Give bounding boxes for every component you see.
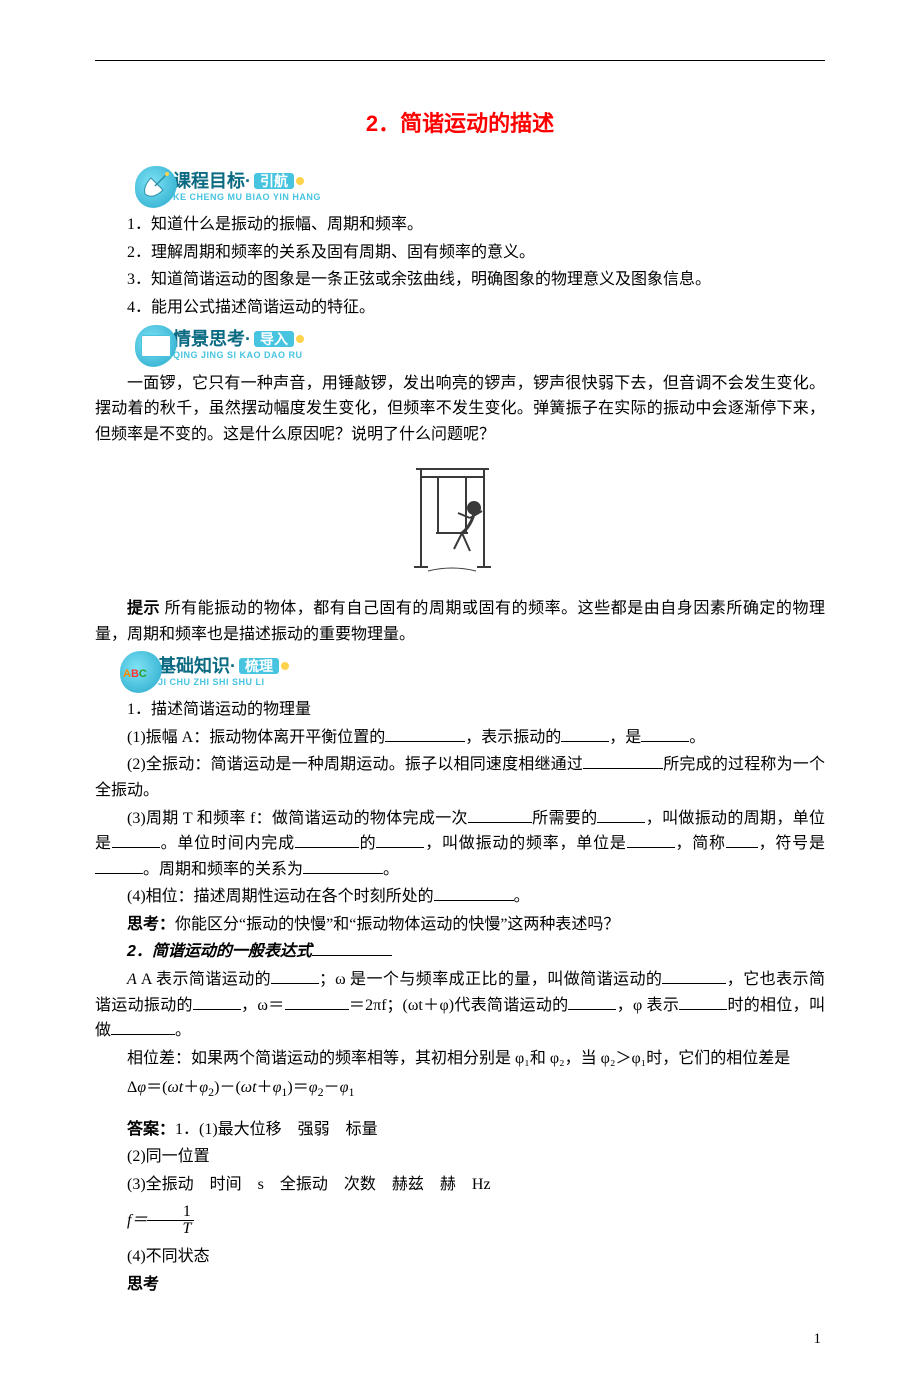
- basics-item-1: (1)振幅 A：振动物体离开平衡位置的，表示振动的，是。: [95, 725, 825, 751]
- banner-dot-icon: [281, 662, 289, 670]
- objective-4: 4．能用公式描述简谐运动的特征。: [95, 295, 825, 321]
- answer-5: (4)不同状态: [95, 1244, 825, 1270]
- basics-item-3: (3)周期 T 和频率 f：做简谐运动的物体完成一次所需要的，叫做振动的周期，单…: [95, 806, 825, 883]
- think-line: 思考：你能区分“振动的快慢”和“振动物体运动的快慢”这两种表述吗？: [95, 912, 825, 938]
- answer-2: (2)同一位置: [95, 1144, 825, 1170]
- banner-basics-suffix: 梳理: [239, 658, 279, 674]
- page-number: 1: [95, 1327, 825, 1351]
- doc-title: 2．简谐运动的描述: [95, 106, 825, 141]
- banner-scenario-cn: 情景思考: [173, 330, 245, 348]
- answer-1: 答案：1．(1)最大位移 强弱 标量: [95, 1117, 825, 1143]
- basics-heading-2: 2．简谐运动的一般表达式: [95, 939, 825, 965]
- objective-3: 3．知道简谐运动的图象是一条正弦或余弦曲线，明确图象的物理意义及图象信息。: [95, 267, 825, 293]
- basics-item-2: (2)全振动：简谐运动是一种周期运动。振子以相同速度相继通过所完成的过程称为一个…: [95, 752, 825, 803]
- banner-scenario: 情景思考 · 导入 QING JING SI KAO DAO RU: [135, 325, 825, 367]
- basics-phase-diff: 相位差：如果两个简谐运动的频率相等，其初相分别是 φ₁和 φ₂，当 φ₂＞φ₁时…: [95, 1046, 825, 1072]
- swing-illustration: [95, 455, 825, 586]
- banner-basics-cn: 基础知识: [158, 657, 230, 675]
- banner-objectives: 课程目标 · 引航 KE CHENG MU BIAO YIN HANG: [135, 166, 825, 208]
- objective-1: 1．知道什么是振动的振幅、周期和频率。: [95, 212, 825, 238]
- banner-scenario-pinyin: QING JING SI KAO DAO RU: [173, 350, 304, 361]
- basics-item-4: (4)相位：描述周期性运动在各个时刻所处的。: [95, 884, 825, 910]
- basics-expr-a: A A 表示简谐运动的；ω 是一个与频率成正比的量，叫做简谐运动的，它也表示简谐…: [95, 967, 825, 1044]
- answer-3: (3)全振动 时间 s 全振动 次数 赫兹 赫 Hz: [95, 1172, 825, 1198]
- objective-2: 2．理解周期和频率的关系及固有周期、固有频率的意义。: [95, 240, 825, 266]
- answer-4: f＝1T: [95, 1200, 825, 1243]
- book-open-icon: [135, 325, 177, 367]
- scenario-text: 一面锣，它只有一种声音，用锤敲锣，发出响亮的锣声，锣声很快弱下去，但音调不会发生…: [95, 371, 825, 448]
- banner-objectives-pinyin: KE CHENG MU BIAO YIN HANG: [173, 192, 321, 203]
- banner-basics: ABC 基础知识 · 梳理 JI CHU ZHI SHI SHU LI: [120, 651, 825, 693]
- hint-paragraph: 提示 所有能振动的物体，都有自己固有的周期或固有的频率。这些都是由自身因素所确定…: [95, 596, 825, 647]
- answer-6: 思考: [95, 1272, 825, 1298]
- page-top-rule: [95, 60, 825, 61]
- basics-heading-1: 1．描述简谐运动的物理量: [95, 697, 825, 723]
- banner-objectives-suffix: 引航: [254, 173, 294, 189]
- abc-blocks-icon: ABC: [120, 651, 162, 693]
- banner-dot-icon: [296, 335, 304, 343]
- banner-objectives-cn: 课程目标: [173, 172, 245, 190]
- hint-text: 所有能振动的物体，都有自己固有的周期或固有的频率。这些都是由自身因素所确定的物理…: [95, 600, 825, 643]
- satellite-dish-icon: [135, 166, 177, 208]
- hint-label: 提示: [127, 600, 160, 617]
- banner-dot-icon: [296, 177, 304, 185]
- banner-basics-pinyin: JI CHU ZHI SHI SHU LI: [158, 677, 289, 688]
- banner-scenario-suffix: 导入: [254, 331, 294, 347]
- phase-diff-equation: Δφ＝(ωt＋φ2)－(ωt＋φ1)＝φ2－φ1: [95, 1075, 825, 1102]
